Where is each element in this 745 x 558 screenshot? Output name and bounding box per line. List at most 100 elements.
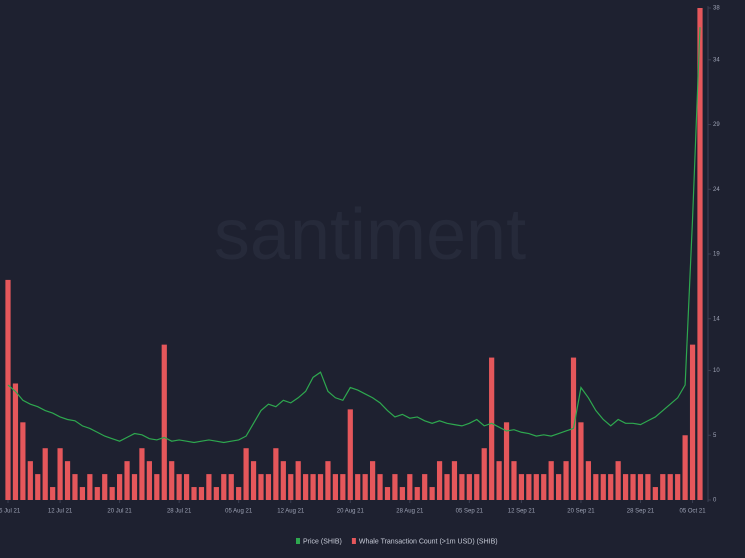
whale-bar — [42, 448, 48, 500]
whale-bar — [689, 344, 696, 500]
x-tick-label: 20 Aug 21 — [337, 509, 365, 515]
x-tick-label: 20 Sep 21 — [567, 509, 595, 515]
whale-bar — [548, 461, 554, 500]
y-tick-label: 19 — [713, 252, 720, 258]
whale-bar — [295, 461, 301, 500]
whale-bar — [64, 461, 71, 500]
whale-bar — [12, 383, 19, 500]
x-tick-label: 28 Jul 21 — [167, 509, 192, 515]
legend-swatch — [296, 538, 300, 544]
whale-bar — [667, 474, 673, 500]
whale-bar — [288, 474, 294, 500]
whale-bar — [280, 461, 286, 500]
whale-bar — [265, 474, 272, 500]
whale-bar — [176, 474, 182, 500]
y-tick-label: 38 — [713, 6, 720, 12]
watermark: santiment — [214, 195, 526, 275]
whale-bar — [369, 461, 376, 500]
whale-bar — [697, 8, 703, 500]
whale-bar — [436, 461, 443, 500]
whale-bar — [221, 474, 227, 500]
y-tick-label: 24 — [713, 187, 720, 193]
x-tick-label: 05 Oct 21 — [680, 509, 707, 515]
x-tick-label: 05 Aug 21 — [225, 509, 253, 515]
whale-bar — [489, 357, 495, 500]
legend-label: Price (SHIB) — [303, 538, 342, 545]
whale-bar — [414, 487, 420, 500]
legend-swatch — [351, 538, 356, 544]
whale-bar — [228, 474, 234, 500]
whale-bar — [50, 487, 56, 500]
whale-bar — [5, 279, 11, 500]
whale-bar — [399, 487, 405, 500]
whale-bar — [444, 474, 450, 500]
whale-bar — [213, 487, 219, 500]
whale-bar — [57, 448, 63, 500]
whale-bar — [340, 474, 346, 500]
whale-bar — [622, 474, 629, 500]
x-tick-label: 05 Jul 21 — [0, 509, 21, 515]
whale-bar — [593, 474, 599, 500]
whale-bar — [362, 474, 368, 500]
whale-bar — [466, 474, 472, 500]
whale-bar — [94, 487, 100, 500]
whale-bar — [161, 344, 167, 500]
y-tick-label: 5 — [713, 433, 717, 439]
whale-bar — [109, 487, 115, 500]
whale-bar — [87, 474, 93, 500]
whale-bar — [139, 448, 145, 500]
whale-bar — [533, 474, 539, 500]
whale-bar — [35, 474, 41, 500]
whale-bar — [585, 461, 591, 500]
whale-bar — [645, 474, 651, 500]
whale-bar — [20, 422, 26, 500]
whale-bar — [198, 487, 205, 500]
y-tick-label: 14 — [713, 316, 720, 322]
whale-bar — [563, 461, 569, 500]
whale-bar — [630, 474, 636, 500]
x-tick-label: 12 Sep 21 — [508, 509, 536, 515]
whale-bar — [191, 487, 197, 500]
whale-bar — [273, 448, 279, 500]
whale-bar — [637, 474, 644, 500]
y-tick-label: 0 — [713, 498, 717, 504]
y-tick-label: 34 — [713, 57, 720, 63]
x-tick-label: 12 Jul 21 — [48, 509, 73, 515]
whale-bar — [511, 461, 517, 500]
whale-bar — [250, 461, 257, 500]
whale-bar — [27, 461, 33, 500]
whale-bar — [79, 487, 86, 500]
whale-bar — [146, 461, 152, 500]
whale-bar — [310, 474, 316, 500]
whale-bar — [660, 474, 666, 500]
whale-bar — [124, 461, 130, 500]
whale-bar — [526, 474, 532, 500]
x-tick-label: 28 Sep 21 — [627, 509, 655, 515]
whale-bar — [392, 474, 398, 500]
whale-bar — [183, 474, 190, 500]
whale-bar — [117, 474, 123, 500]
whale-bar — [503, 422, 510, 500]
legend-label: Whale Transaction Count (>1m USD) (SHIB) — [359, 538, 498, 545]
whale-bar — [615, 461, 621, 500]
x-tick-label: 28 Aug 21 — [396, 509, 424, 515]
whale-bar — [377, 474, 383, 500]
whale-bar — [474, 474, 480, 500]
whale-bar — [652, 487, 658, 500]
whale-bar — [481, 448, 487, 500]
whale-bar — [325, 461, 331, 500]
whale-bar — [243, 448, 249, 500]
whale-bar — [347, 409, 353, 500]
whale-bar — [154, 474, 160, 500]
whale-bar — [429, 487, 435, 500]
whale-bar — [72, 474, 78, 500]
whale-bar — [459, 474, 465, 500]
whale-bar — [169, 461, 175, 500]
whale-bar — [451, 461, 458, 500]
whale-bar — [206, 474, 212, 500]
whale-bar — [332, 474, 339, 500]
whale-bar — [317, 474, 324, 500]
whale-bar — [303, 474, 309, 500]
y-tick-label: 29 — [713, 122, 720, 128]
whale-bar — [518, 474, 525, 500]
